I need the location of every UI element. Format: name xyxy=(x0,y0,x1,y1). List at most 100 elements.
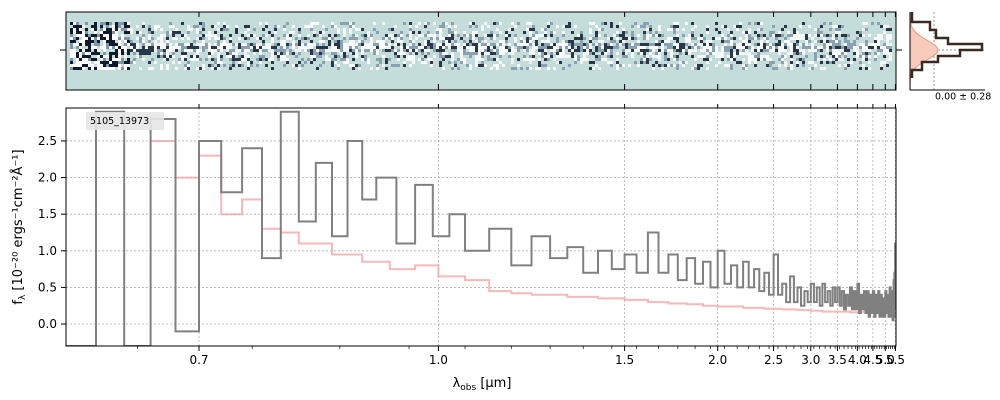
spectrum-2d-cell xyxy=(487,58,490,61)
spectrum-2d-cell xyxy=(694,37,697,40)
spectrum-2d-cell xyxy=(619,22,622,25)
spectrum-2d-cell xyxy=(115,58,118,61)
spectrum-2d-cell xyxy=(352,52,355,55)
spectrum-2d-cell xyxy=(844,46,847,49)
spectrum-2d-cell xyxy=(715,28,718,31)
spectrum-2d-cell xyxy=(73,67,76,70)
spectrum-2d-cell xyxy=(667,40,670,43)
spectrum-2d-cell xyxy=(241,49,244,52)
spectrum-2d-cell xyxy=(310,61,313,64)
spectrum-2d-cell xyxy=(832,49,835,52)
spectrum-2d-cell xyxy=(841,52,844,55)
spectrum-2d-cell xyxy=(745,52,748,55)
spectrum-2d-cell xyxy=(85,64,88,67)
spectrum-2d-cell xyxy=(97,37,100,40)
spectrum-2d-cell xyxy=(454,61,457,64)
spectrum-2d-cell xyxy=(703,49,706,52)
spectrum-2d-cell xyxy=(436,49,439,52)
spectrum-2d-cell xyxy=(772,43,775,46)
spectrum-2d-cell xyxy=(664,58,667,61)
spectrum-2d-cell xyxy=(577,46,580,49)
spectrum-2d-cell xyxy=(484,52,487,55)
spectrum-2d-cell xyxy=(478,55,481,58)
spectrum-2d-cell xyxy=(643,25,646,28)
spectrum-2d-cell xyxy=(154,61,157,64)
spectrum-2d-cell xyxy=(703,46,706,49)
spectrum-2d-cell xyxy=(163,46,166,49)
spectrum-2d-cell xyxy=(142,34,145,37)
spectrum-2d-cell xyxy=(322,43,325,46)
spectrum-2d-cell xyxy=(337,67,340,70)
spectrum-2d-cell xyxy=(763,37,766,40)
spectrum-2d-cell xyxy=(616,67,619,70)
spectrum-2d-cell xyxy=(298,31,301,34)
spectrum-2d-cell xyxy=(862,49,865,52)
y-axis-title-unit: [10⁻²⁰ ergs⁻¹cm⁻²Å⁻¹] xyxy=(10,149,26,294)
spectrum-2d-cell xyxy=(733,55,736,58)
spectrum-2d-cell xyxy=(562,55,565,58)
spectrum-2d-cell xyxy=(76,25,79,28)
spectrum-2d-cell xyxy=(316,55,319,58)
spectrum-2d-cell xyxy=(115,64,118,67)
spectrum-2d-cell xyxy=(181,52,184,55)
spectrum-2d-cell xyxy=(91,64,94,67)
spectrum-2d-cell xyxy=(514,25,517,28)
spectrum-2d-cell xyxy=(166,46,169,49)
spectrum-2d-cell xyxy=(283,43,286,46)
spectrum-2d-cell xyxy=(526,28,529,31)
spectrum-2d-cell xyxy=(613,40,616,43)
spectrum-2d-cell xyxy=(796,49,799,52)
spectrum-2d-cell xyxy=(817,46,820,49)
spectrum-2d-cell xyxy=(781,43,784,46)
spectrum-2d-cell xyxy=(649,46,652,49)
spectrum-2d-cell xyxy=(406,34,409,37)
spectrum-2d-cell xyxy=(610,40,613,43)
spectrum-2d-cell xyxy=(115,49,118,52)
spectrum-2d-cell xyxy=(610,43,613,46)
spectrum-2d-cell xyxy=(646,49,649,52)
spectrum-2d-cell xyxy=(559,46,562,49)
spectrum-2d-cell xyxy=(796,58,799,61)
spectrum-2d-cell xyxy=(244,55,247,58)
spectrum-2d-cell xyxy=(358,28,361,31)
spectrum-2d-cell xyxy=(91,52,94,55)
spectrum-2d-cell xyxy=(865,28,868,31)
spectrum-2d-cell xyxy=(817,40,820,43)
spectrum-2d-cell xyxy=(691,28,694,31)
spectrum-2d-cell xyxy=(682,34,685,37)
spectrum-2d-cell xyxy=(814,55,817,58)
spectrum-2d-cell xyxy=(148,61,151,64)
spectrum-2d-cell xyxy=(778,34,781,37)
x-tick-label: 1.0 xyxy=(429,353,448,367)
spectrum-2d-cell xyxy=(193,46,196,49)
spectrum-2d-cell xyxy=(886,46,889,49)
spectrum-2d-cell xyxy=(583,55,586,58)
spectrum-2d-cell xyxy=(235,58,238,61)
spectrum-2d-cell xyxy=(196,31,199,34)
spectrum-2d-cell xyxy=(781,58,784,61)
spectrum-2d-cell xyxy=(229,34,232,37)
observed-spectrum-line xyxy=(66,110,896,346)
spectrum-2d-cell xyxy=(727,64,730,67)
spectrum-2d-cell xyxy=(268,46,271,49)
spectrum-2d-cell xyxy=(247,55,250,58)
spectrum-2d-cell xyxy=(121,22,124,25)
spectrum-2d-cell xyxy=(721,49,724,52)
spectrum-2d-cell xyxy=(391,40,394,43)
spectrum-2d-cell xyxy=(103,40,106,43)
spectrum-2d-cell xyxy=(256,64,259,67)
spectrum-2d-cell xyxy=(103,67,106,70)
spectrum-2d-cell xyxy=(442,49,445,52)
spectrum-2d-cell xyxy=(82,67,85,70)
spectrum-2d-cell xyxy=(889,55,892,58)
spectrum-2d-cell xyxy=(73,25,76,28)
spectrum-2d-cell xyxy=(73,43,76,46)
spectrum-2d-cell xyxy=(679,43,682,46)
spectrum-2d-cell xyxy=(331,46,334,49)
spectrum-2d-cell xyxy=(823,40,826,43)
spectrum-2d-cell xyxy=(220,43,223,46)
spectrum-2d-cell xyxy=(631,31,634,34)
spectrum-2d-cell xyxy=(490,58,493,61)
spectrum-2d-cell xyxy=(442,37,445,40)
spectrum-2d-cell xyxy=(121,52,124,55)
